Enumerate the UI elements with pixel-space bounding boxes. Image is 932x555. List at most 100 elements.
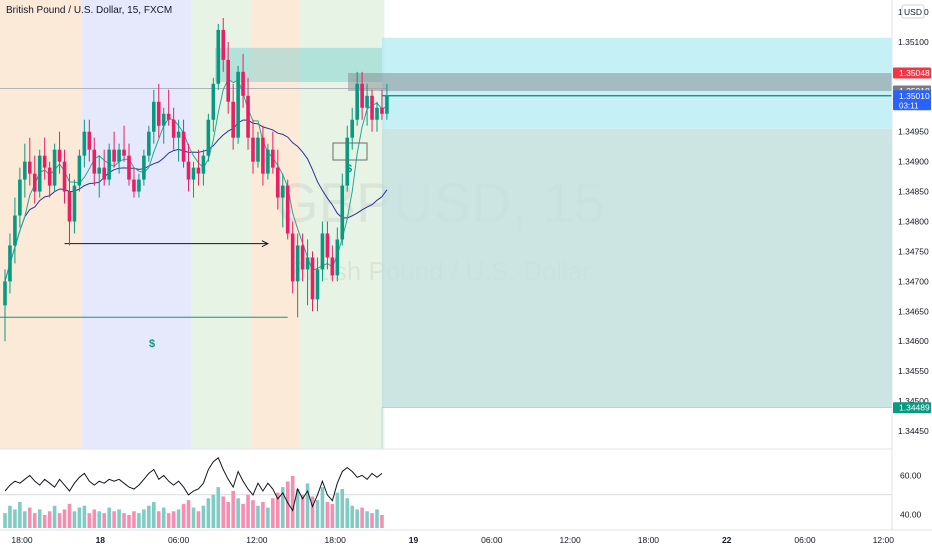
session-band-3 [250,0,301,449]
volume-bar [92,509,97,528]
candle-body [142,155,146,180]
candle-body [385,95,389,114]
time-tick-label: 06:00 [794,535,816,545]
price-tick-label: 1.35100 [898,37,929,47]
symbol-title[interactable]: British Pound / U.S. Dollar, 15, FXCM [6,5,172,16]
volume-bar [221,496,226,528]
candle-body [107,149,111,180]
volume-bar [72,511,77,528]
volume-bar [256,505,260,528]
volume-bar [186,500,191,528]
candle-body [137,179,141,192]
lower-zone [381,128,892,408]
price-badge [893,90,931,111]
candle-body [211,83,216,120]
highlight-box[interactable] [332,142,368,161]
volume-bar [97,511,102,528]
candle-body [117,149,121,162]
candle-body [276,167,280,198]
candle-body [305,257,310,270]
long-position-tool[interactable] [215,37,893,450]
currency-button[interactable] [901,4,925,19]
candle-body [251,137,255,162]
volume-bar [350,505,354,528]
volume-bar [345,498,350,528]
volume-bar [380,515,384,528]
candle-body [340,185,345,240]
volume-bar [102,513,106,528]
indicator-tick-label: 60.00 [900,470,922,480]
volume-bar [147,505,151,528]
volume-bar [112,511,116,528]
volume-bar [330,503,335,528]
candle-body [295,245,300,282]
candle-body [231,101,235,138]
candle-body [206,119,211,156]
volume-bar [132,511,136,528]
candle-body [161,113,166,126]
position-frame [381,407,893,450]
candle-body [186,161,191,180]
volume-bar [201,505,206,528]
price-badge [893,402,931,414]
volume-bar [241,503,245,528]
candle-body [335,239,340,276]
candle-body [261,137,265,174]
volume-bar [171,511,176,528]
volume-bar [23,511,27,528]
indicator-line [4,457,383,512]
candle-body [42,155,47,168]
time-tick-label: 12:00 [873,535,895,545]
price-badge [893,67,931,79]
time-tick-label: 18:00 [325,535,347,545]
arrow-head [261,240,269,248]
volume-bar [8,505,12,528]
candle-body [181,131,186,162]
volume-bar [127,515,131,528]
candle-body [246,95,250,138]
volume-bar [18,502,22,528]
candle-body [315,269,320,300]
volume-bar [52,505,57,528]
volume-bar [300,494,305,528]
volume-bar [231,490,235,528]
candle-body [355,83,359,120]
volume-bar [196,511,201,528]
volume-bar [360,507,364,528]
candle-body [166,113,171,120]
price-tick-label: 1.34500 [898,396,929,406]
volume-bar [42,515,47,528]
liquidity-marker-2: $ [346,163,352,175]
volume-bar [310,496,315,528]
volume-bar [166,513,171,528]
time-axis[interactable]: 18:00 18 06:00 12:00 18:00 19 06:00 12:00 18:00 2… [11,535,894,545]
time-tick-label: 18:00 [638,535,660,545]
volume-bar [246,494,250,528]
volume-bar [82,505,87,528]
price-badge-countdown: 03:11 [899,101,919,110]
time-tick-label: 12:00 [559,535,581,545]
indicator-axis: 60.00 40.00 [900,470,922,519]
volume-bar [62,509,67,528]
candle-body [370,95,374,120]
indicator-tick-label: 40.00 [900,509,922,519]
volume-bar [107,507,111,528]
candle-body [127,155,131,180]
volume-bar [226,502,230,528]
volume-bar [77,507,82,528]
volume-bar [375,509,379,528]
candle-body [285,185,290,234]
volume-bar [276,492,280,528]
volume-bar [266,507,270,528]
candle-body [226,59,230,102]
candle-body [152,101,156,132]
volume-bar [315,500,320,528]
candle-body [216,29,221,84]
volume-bar [355,509,359,528]
candle-body [171,119,176,138]
candle-body [92,149,97,174]
volume-bar [117,509,121,528]
time-tick-label: 18:00 [11,535,33,545]
